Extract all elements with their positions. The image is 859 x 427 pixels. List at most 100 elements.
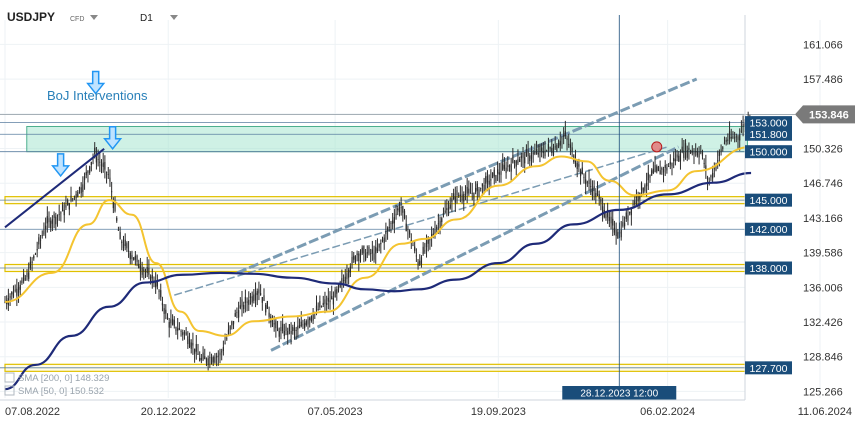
candle-body: [400, 207, 402, 209]
candle-body: [273, 323, 275, 325]
candle-body: [651, 170, 653, 176]
candle-body: [712, 172, 714, 179]
candle-body: [688, 147, 690, 151]
candle-body: [727, 139, 729, 142]
candle-body: [364, 253, 367, 261]
candle-body: [188, 339, 191, 348]
candle-body: [686, 150, 688, 158]
candle-body: [102, 162, 104, 168]
candle-body: [637, 195, 639, 202]
candle-body: [732, 136, 734, 138]
candle-body: [310, 315, 313, 321]
candle-body: [532, 152, 534, 155]
candle-body: [287, 331, 289, 335]
candle-body: [515, 160, 517, 167]
candle-body: [425, 239, 428, 248]
candle-body: [693, 150, 695, 155]
channel-mid-line: [174, 146, 668, 296]
candle-body: [82, 184, 84, 192]
candle-body: [185, 332, 187, 335]
candle-body: [480, 187, 482, 189]
candle-body: [529, 155, 531, 162]
candle-body: [166, 317, 169, 319]
candle-body: [256, 291, 258, 295]
candle-body: [222, 347, 224, 351]
symbol-dropdown-icon[interactable]: [90, 15, 98, 20]
candle-body: [405, 223, 407, 232]
candle-body: [397, 208, 399, 211]
candle-body: [292, 326, 294, 331]
candle-body: [39, 239, 42, 241]
candle-body: [244, 296, 246, 304]
candle-body: [375, 246, 377, 254]
candle-body: [288, 324, 291, 331]
candle-body: [342, 280, 345, 281]
candle-body: [578, 164, 580, 167]
candle-body: [705, 165, 707, 171]
boj-interventions-label: BoJ Interventions: [47, 88, 148, 103]
candle-body: [261, 297, 263, 303]
candle-body: [463, 194, 465, 202]
candle-body: [58, 213, 60, 215]
candle-body: [490, 179, 492, 181]
candle-body: [216, 356, 218, 358]
candle-body: [634, 200, 636, 205]
candle-body: [80, 187, 82, 194]
candle-body: [673, 158, 675, 161]
candle-body: [419, 260, 421, 265]
candle-body: [260, 293, 262, 295]
candle-body: [646, 182, 648, 187]
sma-50-line: [4, 145, 752, 337]
candle-body: [149, 276, 152, 284]
level-lines: [0, 114, 795, 369]
candle-body: [29, 261, 31, 268]
candle-body: [615, 229, 617, 237]
candle-body: [65, 205, 67, 208]
candle-body: [68, 203, 70, 210]
candle-body: [556, 144, 558, 151]
candle-body: [117, 230, 120, 231]
candle-body: [639, 192, 641, 200]
candle-body: [498, 172, 500, 175]
candle-body: [385, 230, 387, 235]
candle-body: [434, 230, 436, 237]
candle-body: [346, 273, 348, 280]
candle-body: [566, 137, 568, 141]
candle-body: [161, 302, 164, 306]
candle-body: [728, 131, 731, 139]
candle-body: [295, 330, 297, 331]
candle-body: [258, 289, 260, 294]
candle-body: [568, 143, 570, 145]
candle-body: [249, 296, 252, 298]
candle-body: [493, 169, 495, 177]
candle-body: [444, 210, 446, 213]
candle-body: [89, 166, 91, 173]
legend-settings-icon: [4, 385, 15, 396]
timeframe-label: D1: [140, 13, 153, 24]
candle-body: [276, 328, 279, 331]
candle-body: [90, 161, 92, 165]
candle-body: [476, 183, 478, 191]
candle-body: [502, 163, 504, 170]
candle-body: [469, 192, 472, 194]
candle-body: [359, 253, 362, 256]
instrument-type: CFD: [70, 16, 84, 23]
legend: SMA [200, 0] 148.329 SMA [50, 0] 150.532: [4, 372, 109, 397]
candle-body: [683, 150, 685, 158]
timeframe-dropdown-icon[interactable]: [170, 15, 178, 20]
candle-body: [414, 246, 416, 251]
candle-body: [403, 210, 406, 219]
candle-body: [243, 304, 245, 310]
candle-body: [83, 176, 86, 180]
candle-body: [87, 170, 89, 174]
candle-body: [158, 290, 160, 292]
candle-body: [662, 168, 665, 173]
candle-body: [691, 150, 693, 153]
level-badge: [745, 127, 792, 141]
candle-body: [165, 309, 167, 314]
candle-body: [41, 235, 43, 236]
candle-body: [85, 172, 87, 176]
candle-body: [622, 222, 624, 227]
